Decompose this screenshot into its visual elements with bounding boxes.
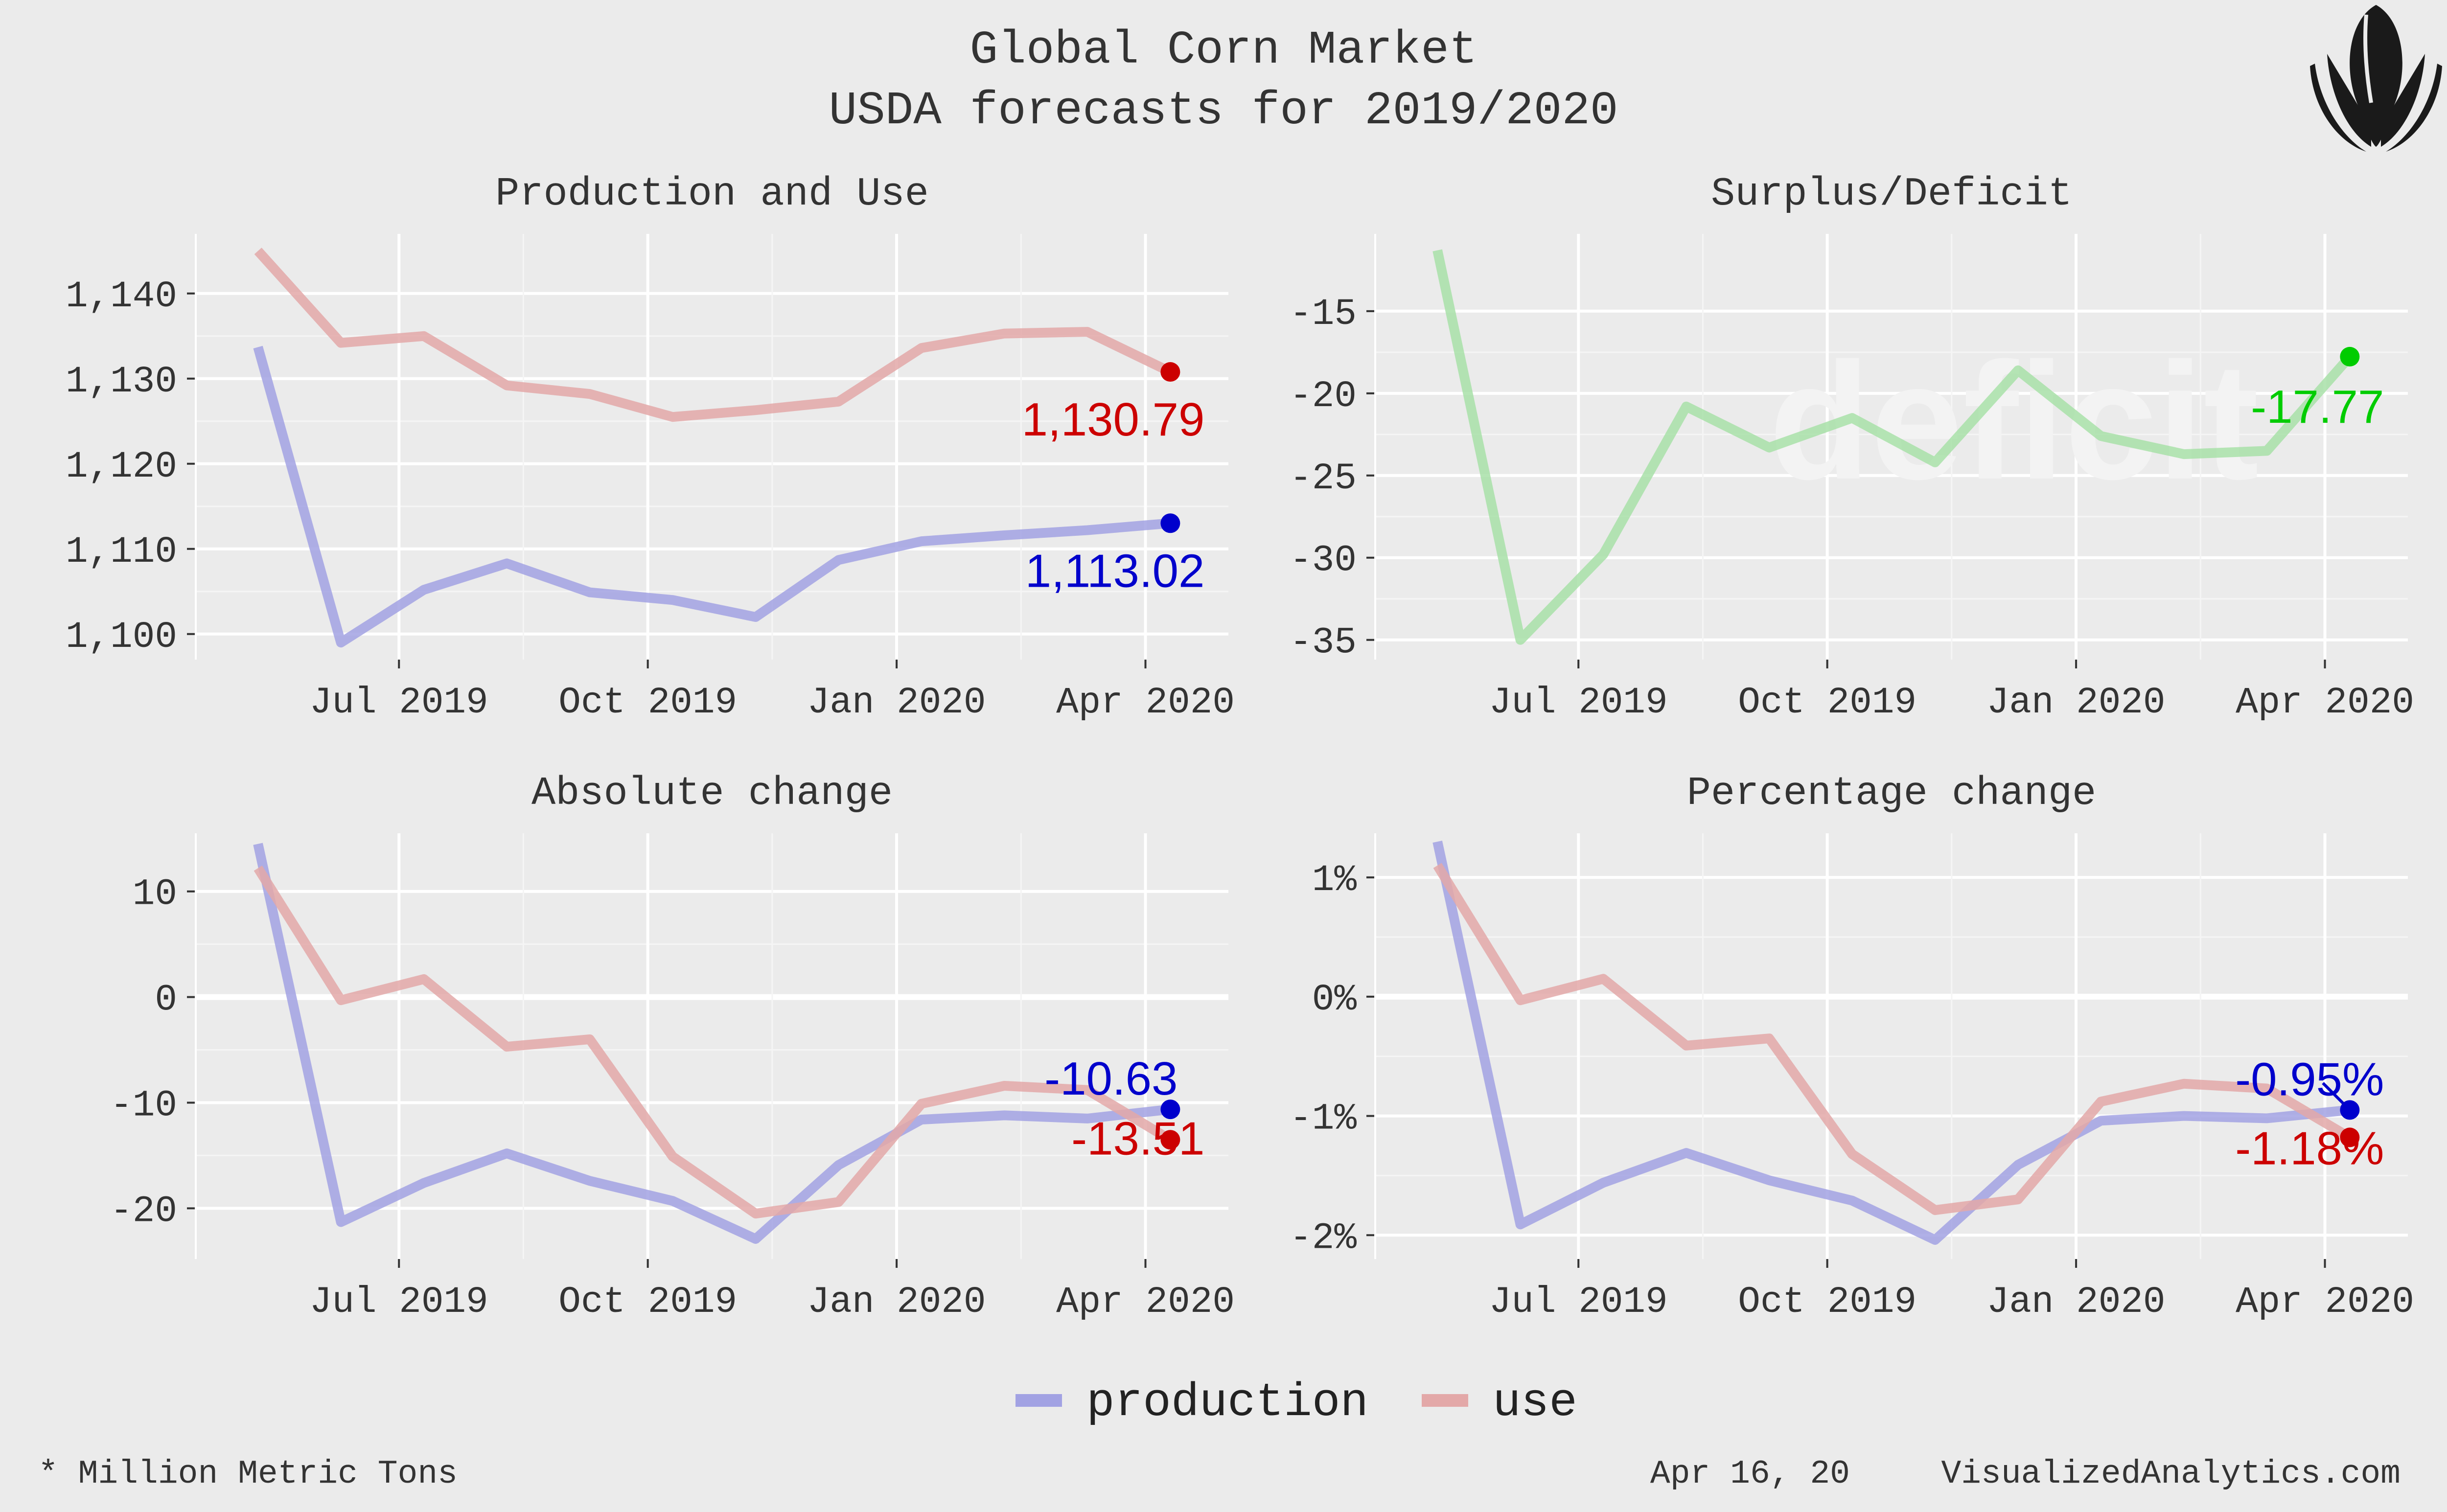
y-tick-label: 1,130 bbox=[66, 361, 177, 403]
panel-title-percentage-change: Percentage change bbox=[1687, 771, 2097, 816]
data-label-use: -1.18% bbox=[2235, 1122, 2384, 1174]
legend-label-production: production bbox=[1086, 1376, 1368, 1429]
series-line-production bbox=[253, 843, 1171, 1244]
footer-date: Apr 16, 20 bbox=[1650, 1455, 1850, 1493]
panel-production-use: 1,100 1,110 1,120 1,130 1,140 Jul 2019 Oct 201… bbox=[66, 234, 1235, 724]
plot-area bbox=[1375, 833, 2408, 1259]
x-tick-label: Jul 2019 bbox=[310, 682, 488, 724]
x-tick-label: Jan 2020 bbox=[1987, 1281, 2166, 1323]
legend-label-use: use bbox=[1493, 1376, 1577, 1429]
endpoint-production bbox=[1160, 1100, 1180, 1120]
x-tick-label: Apr 2020 bbox=[1056, 1281, 1235, 1323]
footer-source: VisualizedAnalytics.com bbox=[1941, 1455, 2401, 1493]
data-label-production: -0.95% bbox=[2235, 1053, 2384, 1105]
x-tick-label: Jul 2019 bbox=[1489, 1281, 1668, 1323]
data-label-surplus: -17.77 bbox=[2251, 381, 2384, 433]
series-line-production bbox=[1432, 840, 2351, 1245]
x-tick-label: Apr 2020 bbox=[2236, 682, 2414, 724]
series-line-production bbox=[253, 345, 1171, 648]
y-tick-label: -10 bbox=[110, 1084, 177, 1126]
corn-logo-icon bbox=[2310, 5, 2442, 152]
y-tick-label: 1% bbox=[1312, 859, 1357, 901]
y-tick-label: -2% bbox=[1290, 1217, 1357, 1259]
plot-area bbox=[1375, 234, 2408, 660]
series-line-use bbox=[1433, 863, 2353, 1215]
y-tick-label: 1,110 bbox=[66, 531, 177, 573]
plot-area bbox=[196, 833, 1228, 1259]
data-label-production: 1,113.02 bbox=[1025, 545, 1205, 597]
endpoint-surplus bbox=[2340, 346, 2360, 367]
y-tick-label: -25 bbox=[1290, 458, 1357, 500]
x-tick-label: Apr 2020 bbox=[1056, 682, 1235, 724]
panel-title-absolute-change: Absolute change bbox=[531, 771, 893, 816]
x-tick-label: Jan 2020 bbox=[808, 1281, 986, 1323]
series-line-surplus bbox=[1432, 249, 2354, 645]
chart-title: Global Corn Market bbox=[970, 23, 1477, 77]
endpoint-use bbox=[1160, 1130, 1180, 1150]
label-leader-line bbox=[2322, 1082, 2347, 1107]
x-tick-label: Jan 2020 bbox=[808, 682, 986, 724]
endpoint-use bbox=[2340, 1127, 2360, 1147]
data-label-use: -13.51 bbox=[1071, 1112, 1204, 1165]
x-tick-label: Oct 2019 bbox=[558, 682, 737, 724]
y-tick-label: -30 bbox=[1290, 540, 1357, 582]
y-tick-label: 1,100 bbox=[66, 616, 177, 658]
y-tick-label: -20 bbox=[1290, 375, 1357, 417]
data-label-production: -10.63 bbox=[1044, 1053, 1177, 1105]
y-tick-label: -15 bbox=[1290, 293, 1357, 335]
y-tick-label: 0 bbox=[155, 979, 177, 1021]
x-tick-label: Oct 2019 bbox=[1738, 682, 1916, 724]
endpoint-use bbox=[1160, 362, 1180, 382]
x-tick-label: Jan 2020 bbox=[1987, 682, 2166, 724]
data-label-use: 1,130.79 bbox=[1022, 393, 1205, 446]
panel-title-production-use: Production and Use bbox=[495, 171, 929, 217]
plot-area bbox=[196, 234, 1228, 660]
x-tick-label: Oct 2019 bbox=[1738, 1281, 1916, 1323]
series-line-use bbox=[254, 248, 1173, 422]
panel-surplus-deficit: -35 -30 -25 -20 -15 Jul 2019 Oct 2019 Jan 2020 A… bbox=[1290, 234, 2414, 724]
y-tick-label: 1,120 bbox=[66, 446, 177, 488]
panel-absolute-change: -20 -10 0 10 Jul 2019 Oct 2019 Jan 2020 Apr 202… bbox=[110, 833, 1235, 1323]
chart-subtitle: USDA forecasts for 2019/2020 bbox=[829, 84, 1618, 137]
panel-title-surplus-deficit: Surplus/Deficit bbox=[1711, 171, 2072, 217]
legend: production use bbox=[1016, 1376, 1577, 1429]
y-tick-label: 10 bbox=[133, 873, 177, 916]
x-tick-label: Oct 2019 bbox=[558, 1281, 737, 1323]
y-tick-label: 0% bbox=[1312, 979, 1357, 1021]
x-tick-label: Jul 2019 bbox=[1489, 682, 1668, 724]
x-tick-label: Apr 2020 bbox=[2236, 1281, 2414, 1323]
y-tick-label: 1,140 bbox=[66, 275, 177, 318]
footer-note: * Million Metric Tons bbox=[38, 1455, 458, 1493]
y-tick-label: -1% bbox=[1290, 1098, 1357, 1140]
x-tick-label: Jul 2019 bbox=[310, 1281, 488, 1323]
y-tick-label: -35 bbox=[1290, 622, 1357, 664]
y-tick-label: -20 bbox=[110, 1190, 177, 1232]
panel-percentage-change: -2% -1% 0% 1% Jul 2019 Oct 2019 Jan 2020 Apr 20… bbox=[1290, 833, 2414, 1323]
series-line-use bbox=[254, 865, 1173, 1219]
endpoint-production bbox=[1160, 513, 1180, 533]
